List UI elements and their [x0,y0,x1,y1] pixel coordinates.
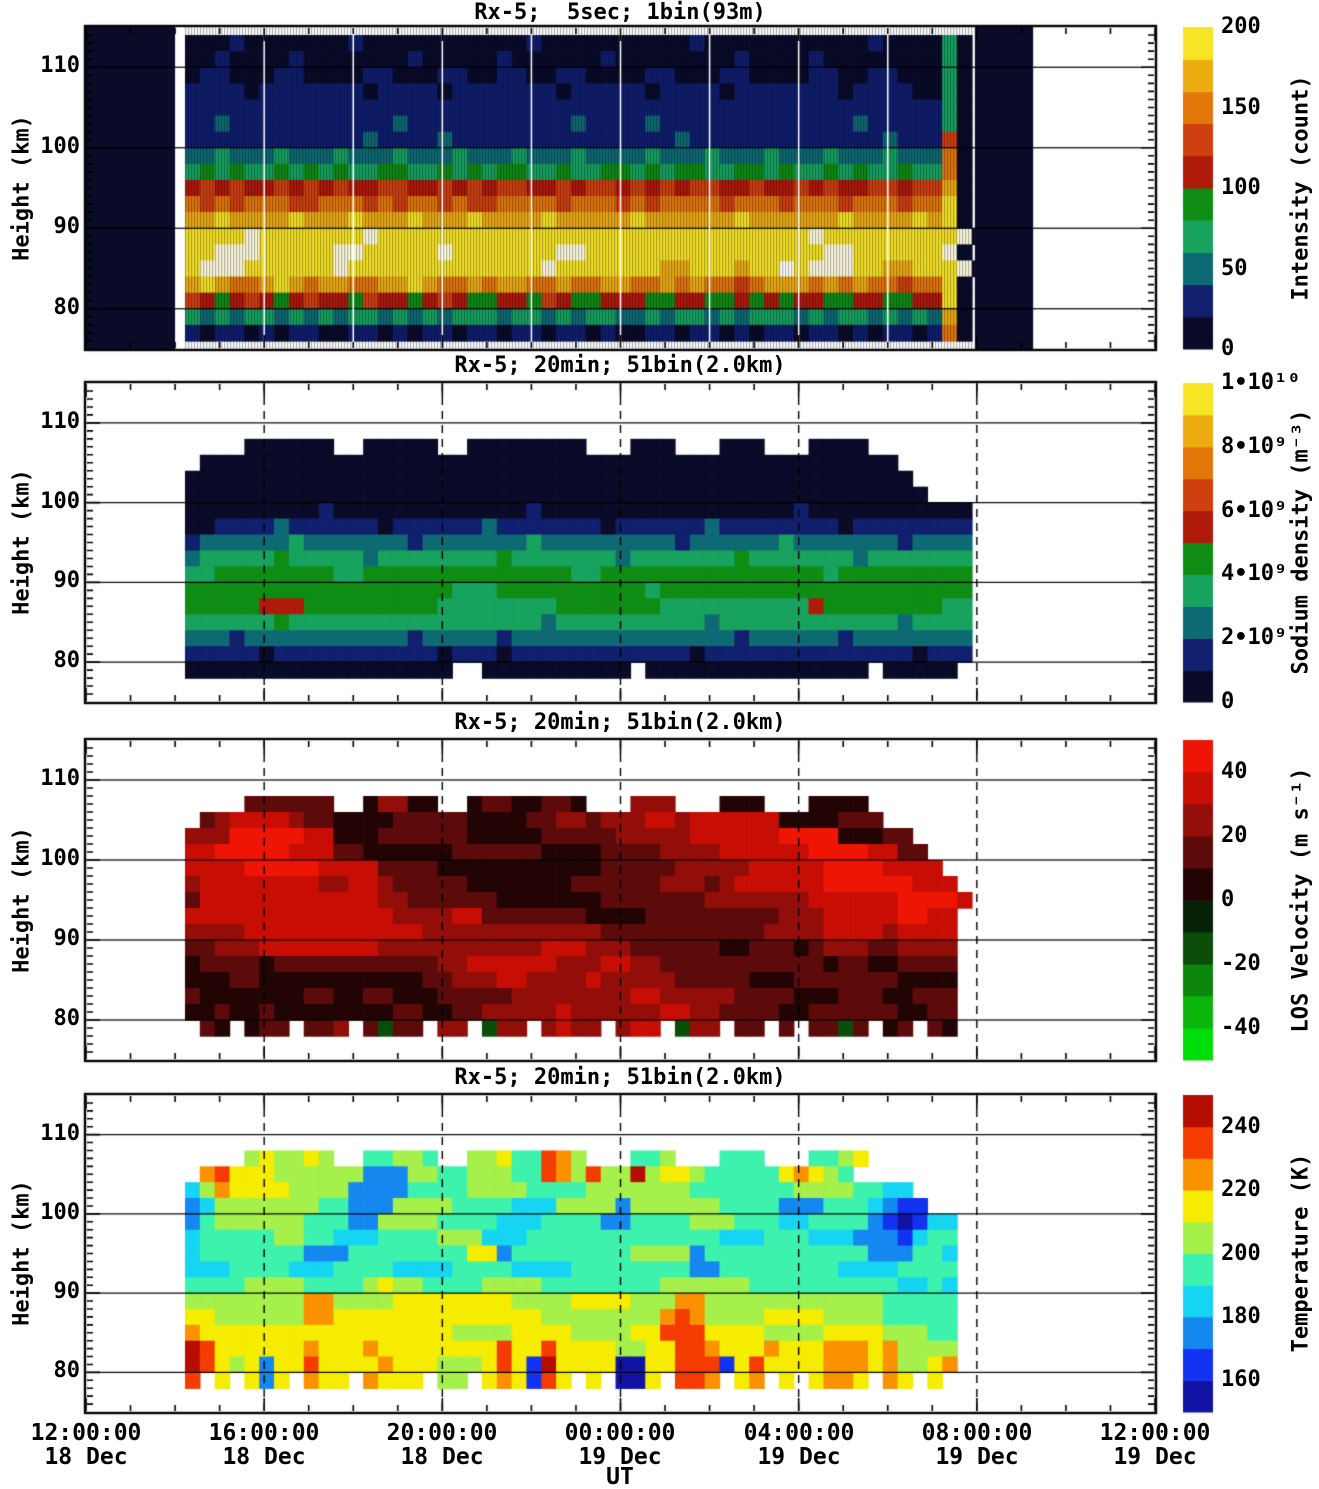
colorbar-tick-label: 220 [1221,1177,1261,1203]
y-tick-label: 100 [40,488,80,514]
x-axis-title: UT [606,1464,634,1489]
y-tick-label: 90 [53,926,81,951]
colorbar-title-sodium: Sodium density (m⁻³) [1288,409,1314,675]
x-tick-date: 18 Dec [44,1444,128,1470]
y-tick-label: 110 [40,766,80,791]
colorbar-tick-label: 0 [1221,887,1235,912]
colorbar-title-temperature: Temperature (K) [1288,1153,1314,1353]
colorbar-tick-label: 6•10⁹ [1221,497,1288,523]
x-tick-date: 19 Dec [935,1444,1019,1470]
y-tick-label: 80 [53,1006,81,1031]
colorbar-tick-label: 200 [1221,1240,1261,1266]
x-tick-date: 19 Dec [757,1444,841,1470]
y-tick-label: 80 [53,648,81,674]
x-tick-label: 08:00:00 19 Dec [922,1421,1033,1469]
x-tick-label: 04:00:00 19 Dec [744,1421,855,1469]
colorbar-tick-label: 240 [1221,1113,1261,1139]
colorbar-tick-label: 8•10⁹ [1221,433,1288,459]
x-tick-time: 04:00:00 [743,1420,855,1446]
y-tick-label: 90 [53,214,81,240]
colorbar-tick-label: 20 [1221,823,1248,848]
colorbar-tick-label: -40 [1221,1015,1261,1040]
colorbar-title-velocity: LOS Velocity (m s⁻¹) [1288,767,1314,1033]
y-tick-label: 100 [40,846,80,871]
y-tick-label: 90 [53,1279,81,1305]
colorbar-tick-label: 0 [1221,336,1235,361]
x-tick-date: 19 Dec [578,1444,662,1470]
x-tick-time: 08:00:00 [921,1420,1033,1446]
x-tick-time: 20:00:00 [386,1420,498,1446]
x-tick-label: 12:00:00 18 Dec [31,1421,142,1469]
colorbar-tick-label: 1•10¹⁰ [1221,370,1301,395]
x-tick-time: 16:00:00 [208,1420,320,1446]
colorbar-tick-label: 150 [1221,94,1261,120]
y-tick-label: 100 [40,1199,80,1225]
x-tick-date: 18 Dec [222,1444,306,1470]
colorbar-tick-label: 0 [1221,689,1235,714]
y-tick-label: 110 [40,408,80,434]
x-tick-date: 18 Dec [400,1444,484,1470]
colorbar-tick-label: 50 [1221,255,1248,281]
colorbar-title-intensity: Intensity (count) [1288,75,1314,301]
x-tick-date: 19 Dec [1113,1444,1197,1470]
y-tick-label: 110 [40,53,80,79]
x-tick-label: 16:00:00 18 Dec [209,1421,320,1469]
colorbar-tick-label: 160 [1221,1367,1261,1393]
colorbar-tick-label: -20 [1221,951,1261,976]
x-tick-time: 00:00:00 [564,1420,676,1446]
x-tick-time: 12:00:00 [1099,1420,1211,1446]
panel-title-sodium: Rx-5; 20min; 51bin(2.0km) [454,353,786,378]
colorbar-tick-label: 40 [1221,759,1248,784]
panel-title-temperature: Rx-5; 20min; 51bin(2.0km) [454,1065,786,1090]
x-tick-label: 20:00:00 18 Dec [387,1421,498,1469]
x-tick-label: 12:00:00 19 Dec [1100,1421,1211,1469]
y-tick-label: 100 [40,133,80,159]
panel-title-velocity: Rx-5; 20min; 51bin(2.0km) [454,710,786,735]
panel-title-intensity: Rx-5; 5sec; 1bin(93m) [474,0,766,25]
colorbar-tick-label: 100 [1221,175,1261,200]
x-tick-time: 12:00:00 [30,1420,142,1446]
y-tick-label: 80 [53,294,81,320]
colorbar-tick-label: 2•10⁹ [1221,625,1288,651]
x-tick-label: 00:00:00 19 Dec [565,1421,676,1469]
colorbar-tick-label: 4•10⁹ [1221,561,1288,587]
y-tick-label: 80 [53,1358,81,1384]
colorbar-tick-label: 200 [1221,14,1261,39]
y-tick-label: 110 [40,1120,80,1146]
colorbar-tick-label: 180 [1221,1303,1261,1329]
y-tick-label: 90 [53,568,81,594]
